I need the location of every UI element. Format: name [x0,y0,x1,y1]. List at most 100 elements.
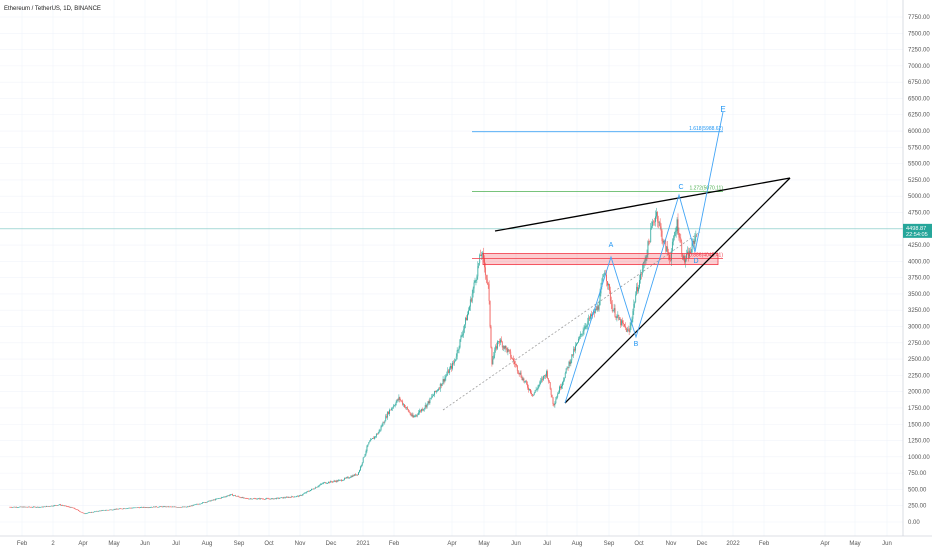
candle-body [143,507,145,508]
candle-body [117,509,119,510]
candle-body [149,507,151,508]
candle-body [86,513,88,514]
candle-body [33,506,35,508]
candle-body [521,377,523,380]
candle-body [102,510,104,511]
candle-body [103,510,105,511]
candle-body [542,378,544,380]
candle-body [347,477,349,479]
candle-body [558,392,560,394]
candle-body [634,302,636,305]
candle-body [599,293,601,306]
candle-body [515,364,517,366]
candle-body [338,480,340,482]
candle-body [688,250,690,259]
candle-body [158,506,160,508]
candle-body [78,510,79,511]
candle-body [479,254,481,264]
price-tick-label: 7500.00 [908,31,930,37]
candle-body [313,488,315,490]
candle-body [302,493,304,495]
candle-body [79,511,81,513]
candle-body [201,503,202,505]
candle-body [693,241,695,244]
candle-body [393,405,395,407]
candle-body [263,498,264,500]
candle-body [635,294,637,303]
candle-body [182,506,184,508]
candle-body [386,416,388,418]
candle-body [389,409,390,414]
candle-body [514,361,515,365]
candle-body [552,397,554,405]
candle-body [587,321,589,326]
candle-body [375,436,376,438]
candle-body [568,361,570,368]
candle-body [484,258,485,268]
candle-body [549,382,551,390]
candle-body [224,496,226,498]
candle-body [281,497,283,499]
candle-body [686,253,687,260]
time-tick-label: Jun [140,541,150,547]
candle-body [262,498,264,500]
candle-body [497,341,498,349]
candle-body [312,488,314,490]
candle-body [95,511,97,512]
fib-level-label: 0.886(4045.41) [689,252,723,258]
candle-body [482,252,483,255]
candle-body [222,497,224,498]
candle-body [37,506,39,508]
candle-body [74,507,76,509]
fib-level-label: 1.272(5070.11) [689,186,723,192]
candle-body [279,498,280,499]
candle-body [291,496,293,498]
time-tick-label: Aug [572,541,583,547]
candle-body [637,286,638,292]
candle-body [285,496,287,498]
candle-body [530,389,531,393]
candle-body [667,246,669,253]
countdown-label: 22:54:05 [906,232,928,238]
candle-body [563,378,565,381]
candle-body [381,425,383,427]
candle-body [299,495,301,496]
time-tick-label: Feb [17,541,28,547]
candle-body [642,262,644,270]
candle-body [614,308,616,317]
candle-body [509,349,511,352]
candle-body [128,507,130,509]
candle-body [266,498,267,499]
candle-body [653,221,654,223]
candle-body [525,381,527,382]
candle-body [491,347,493,365]
candle-body [670,259,671,261]
candle-body [286,496,288,498]
candle-body [227,495,229,497]
candle-body [630,322,632,326]
candle-body [16,506,17,508]
candle-body [585,326,587,327]
candle-body [32,506,34,508]
candle-body [612,310,614,312]
candle-body [401,400,403,402]
candle-body [105,510,107,511]
candle-body [148,507,150,509]
candle-body [412,414,414,418]
candle-body [538,384,540,387]
candle-body [188,506,189,508]
candle-body [328,481,330,483]
candle-body [648,241,650,242]
candle-body [617,315,619,316]
candle-body [66,506,68,507]
candle-body [113,509,115,510]
symbol-title: Ethereum / TetherUS, 1D, BINANCE [4,6,101,12]
candle-body [317,486,319,488]
candle-body [595,308,597,311]
candle-body [682,253,684,260]
candle-body [118,508,120,510]
candle-body [609,290,611,302]
candle-body [247,498,249,499]
